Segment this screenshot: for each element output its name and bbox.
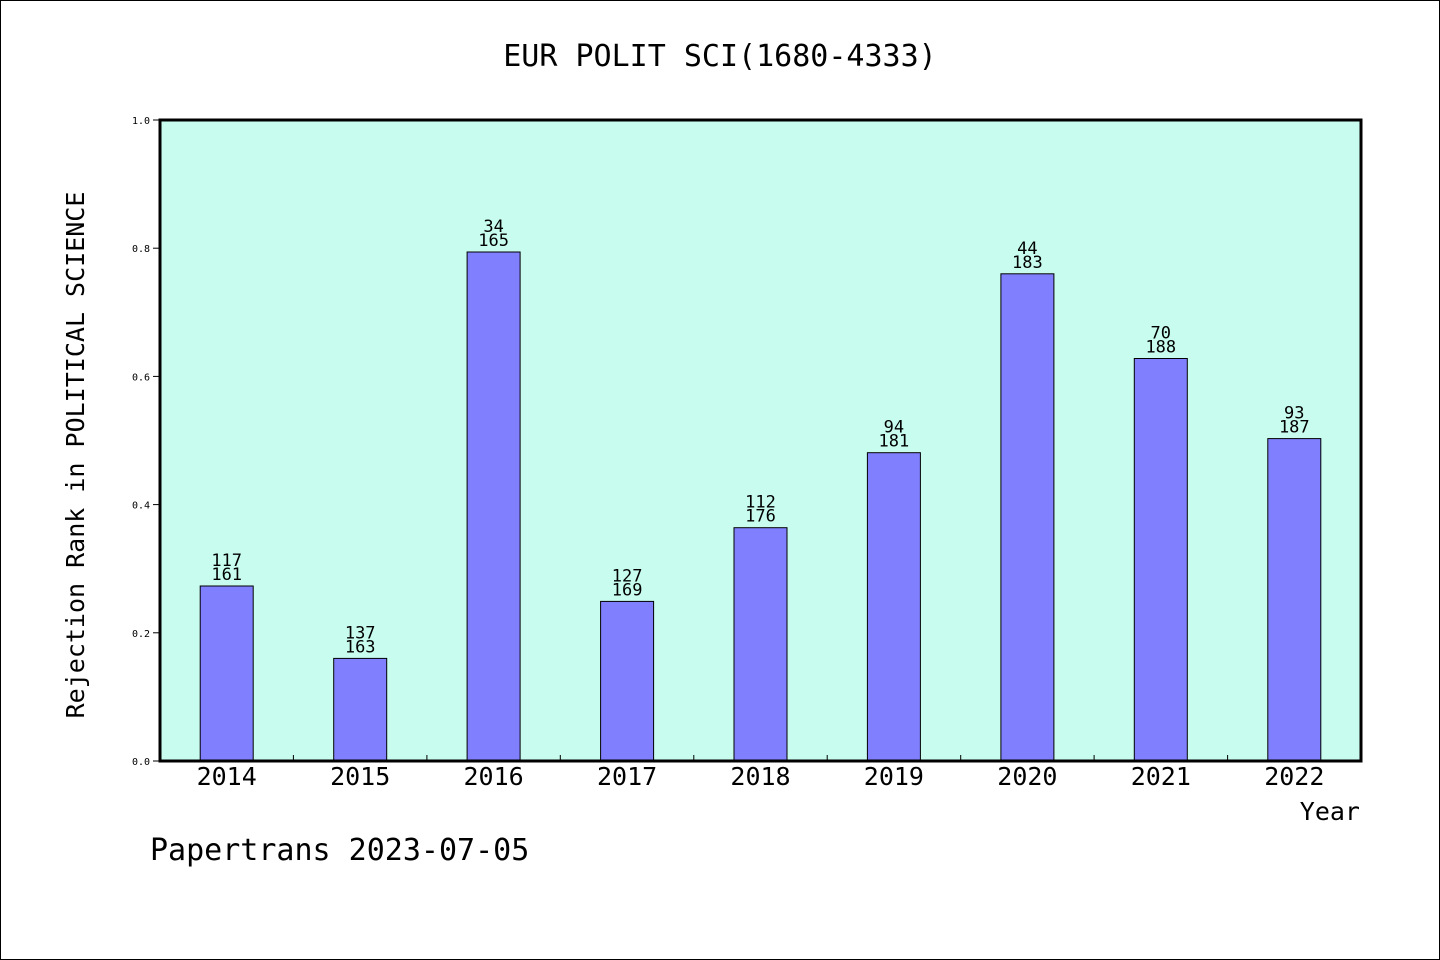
bar-2018 <box>733 527 788 762</box>
bar-2020 <box>1000 273 1055 762</box>
bar-total-label: 163 <box>345 637 376 657</box>
bar-2017 <box>600 600 655 762</box>
bar-total-label: 165 <box>478 231 509 251</box>
x-axis-label: Year <box>1300 797 1360 826</box>
bar-rank-label: 70 <box>1151 324 1171 344</box>
x-tick-label: 2020 <box>997 762 1057 791</box>
bar-2015 <box>333 657 388 762</box>
bar-2014 <box>199 585 254 762</box>
bar-total-label: 176 <box>745 507 776 527</box>
bar-total-label: 183 <box>1012 253 1043 273</box>
bar-total-label: 181 <box>879 432 910 452</box>
bar-rank-label: 127 <box>612 566 643 586</box>
bars-layer <box>199 251 1322 762</box>
bar-rank-label: 112 <box>745 493 776 513</box>
x-tick-label: 2019 <box>864 762 924 791</box>
x-tick-label: 2018 <box>730 762 790 791</box>
x-tick-label: 2022 <box>1264 762 1324 791</box>
bar-2016 <box>466 251 521 762</box>
y-tick-label: 0.2 <box>132 629 150 640</box>
axes-layer: 2014 2015 2016 2017 2018 2019 2020 2021 2022 0.0 0… <box>132 116 1324 791</box>
bar-rank-label: 44 <box>1017 239 1037 259</box>
bar-rank-label: 93 <box>1284 404 1304 424</box>
bar-total-label: 169 <box>612 580 643 600</box>
bar-2021 <box>1133 358 1188 762</box>
bar-rank-label: 94 <box>884 418 904 438</box>
plot-border <box>158 118 1363 763</box>
bar-2022 <box>1267 438 1322 762</box>
bar-2019 <box>866 452 921 762</box>
bar-rank-label: 117 <box>211 551 242 571</box>
bar-rank-label: 137 <box>345 623 376 643</box>
y-axis-label: Rejection Rank in POLITICAL SCIENCE <box>61 192 90 719</box>
bar-total-label: 161 <box>211 565 242 585</box>
x-tick-label: 2021 <box>1131 762 1191 791</box>
x-tick-label: 2016 <box>463 762 523 791</box>
y-tick-label: 0.4 <box>132 501 150 512</box>
chart-title: EUR POLIT SCI(1680-4333) <box>503 39 936 74</box>
y-tick-label: 0.6 <box>132 372 150 383</box>
y-tick-label: 0.0 <box>132 757 150 768</box>
x-tick-label: 2015 <box>330 762 390 791</box>
x-tick-label: 2017 <box>597 762 657 791</box>
footer-note: Papertrans 2023-07-05 <box>150 833 530 868</box>
bar-rank-label: 34 <box>483 217 503 237</box>
y-tick-label: 1.0 <box>132 116 150 127</box>
x-tick-label: 2014 <box>197 762 257 791</box>
y-tick-label: 0.8 <box>132 244 150 255</box>
bar-total-label: 187 <box>1279 418 1310 438</box>
bar-total-label: 188 <box>1145 338 1176 358</box>
